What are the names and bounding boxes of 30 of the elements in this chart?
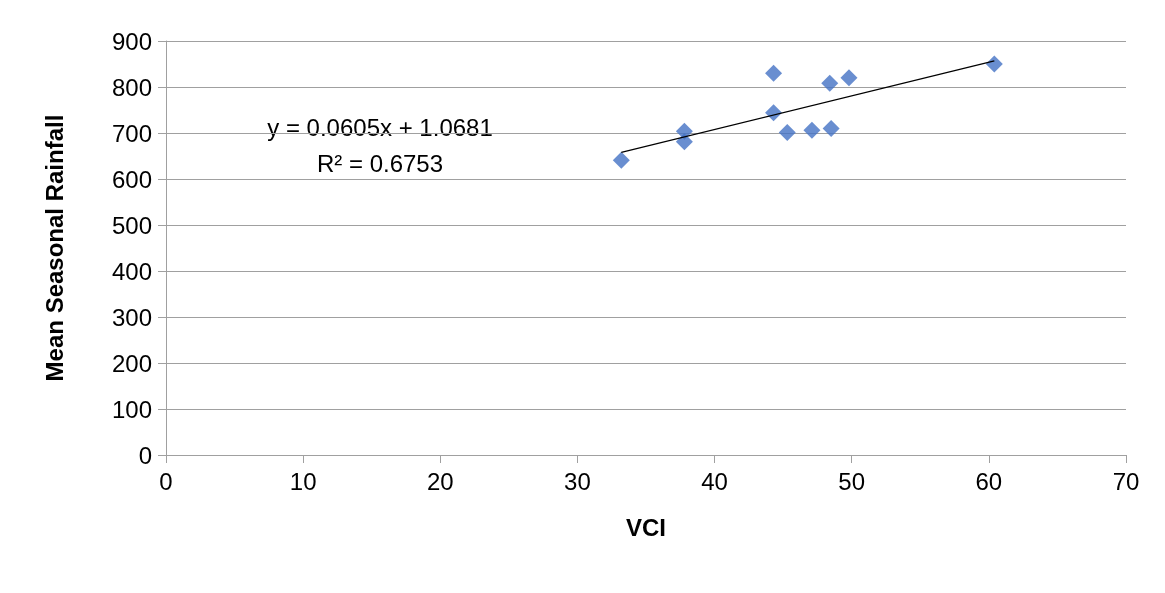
- x-tick-label: 70: [1112, 467, 1140, 495]
- y-tick-label: 200: [111, 349, 152, 377]
- y-tick-label: 500: [111, 211, 152, 239]
- y-tick-label: 900: [111, 27, 152, 55]
- x-axis-title: VCI: [625, 513, 667, 541]
- point: [821, 74, 839, 92]
- point: [840, 69, 858, 87]
- x-tick-label: 60: [975, 467, 1003, 495]
- point: [765, 64, 783, 82]
- x-tick-label: 10: [289, 467, 317, 495]
- y-tick-label: 100: [111, 395, 152, 423]
- x-tick-label: 50: [838, 467, 866, 495]
- point: [675, 133, 693, 151]
- x-tick-label: 40: [701, 467, 728, 495]
- y-tick-label: 600: [111, 165, 152, 193]
- x-tick-label: 20: [426, 467, 454, 495]
- point: [985, 55, 1003, 73]
- point: [803, 121, 821, 139]
- y-axis-title: Mean Seasonal Rainfall: [40, 114, 68, 382]
- x-tick-label: 30: [564, 467, 591, 495]
- y-tick-label: 0: [138, 441, 152, 469]
- point: [612, 151, 630, 169]
- y-tick-label: 700: [111, 119, 152, 147]
- y-tick-label: 800: [111, 73, 152, 101]
- annotation: R² = 0.6753: [316, 149, 444, 177]
- y-tick-label: 400: [111, 257, 152, 285]
- point: [822, 119, 840, 137]
- y-tick-label: 300: [111, 303, 152, 331]
- point: [778, 124, 796, 142]
- x-tick-label: 0: [159, 467, 173, 495]
